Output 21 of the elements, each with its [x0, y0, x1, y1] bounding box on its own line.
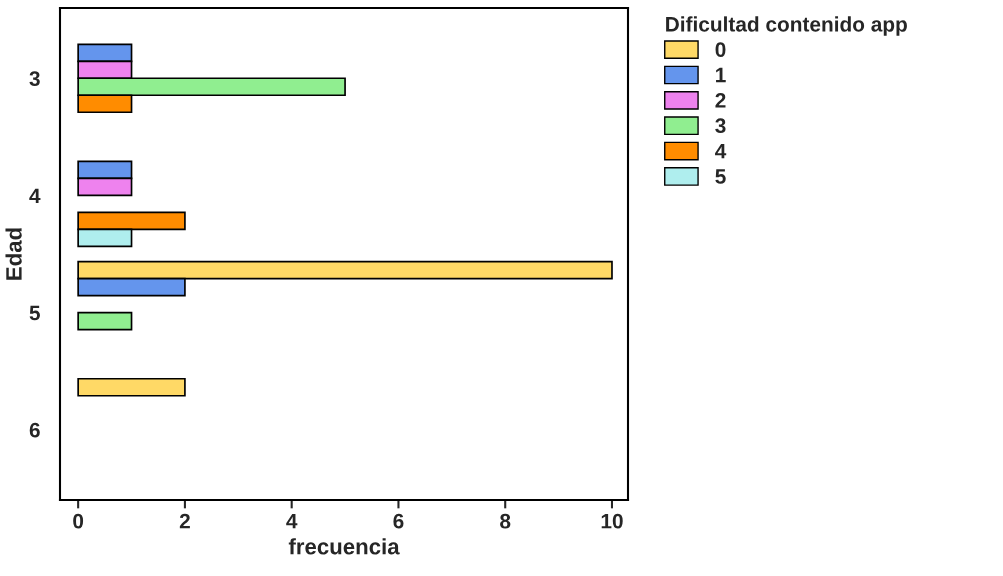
legend-label: 2 [715, 92, 726, 108]
y-tick-label: 3 [29, 71, 40, 87]
x-tick-label: 6 [393, 513, 404, 529]
bar [77, 311, 133, 331]
legend-label: 3 [715, 118, 726, 134]
x-axis-title: frecuencia [288, 538, 400, 555]
x-tick-label: 8 [500, 513, 511, 529]
y-axis-title: Edad [5, 228, 22, 280]
legend-label: 5 [715, 169, 726, 184]
y-tick-label: 6 [29, 422, 40, 438]
x-tick-label: 0 [73, 513, 84, 529]
legend-label: 4 [715, 143, 727, 159]
x-tick-label: 2 [179, 513, 190, 529]
legend-label: 1 [716, 67, 726, 83]
legend-label: 0 [715, 42, 726, 57]
x-tick-label: 4 [286, 513, 298, 529]
y-tick-label: 5 [29, 305, 40, 321]
bar [77, 377, 186, 397]
legend-title: Dificultad contenido app [666, 16, 907, 36]
x-tick-label: 10 [601, 513, 623, 529]
y-tick-label: 4 [29, 188, 41, 203]
